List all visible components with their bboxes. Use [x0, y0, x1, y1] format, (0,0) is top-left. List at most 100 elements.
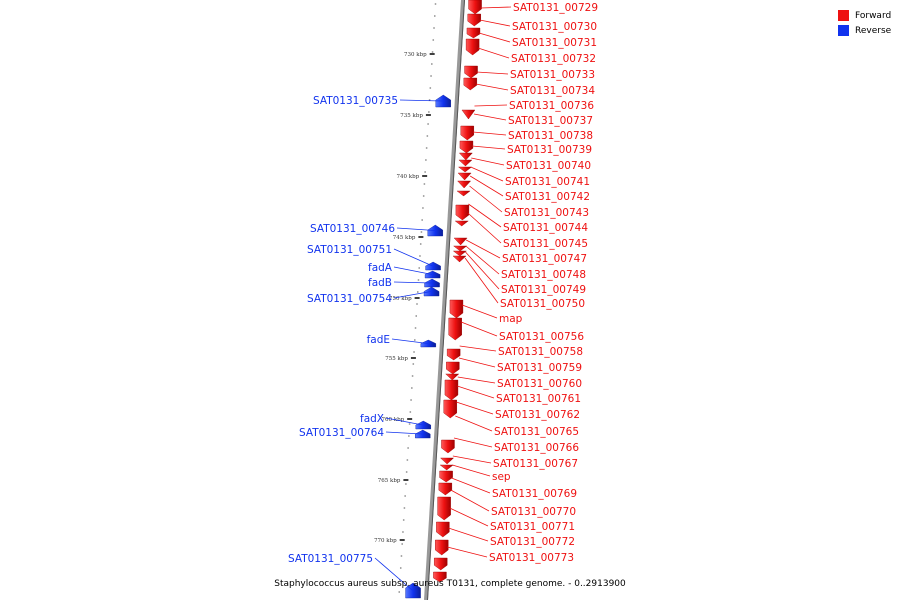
forward-leader-line	[457, 385, 495, 399]
forward-swatch	[838, 10, 849, 21]
reverse-leader-line	[374, 557, 413, 591]
forward-leader-line	[474, 104, 508, 107]
forward-gene-label[interactable]: SAT0131_00738	[508, 130, 593, 142]
forward-gene-label[interactable]: SAT0131_00750	[500, 298, 585, 310]
reverse-gene-label[interactable]: SAT0131_00764	[299, 427, 384, 439]
forward-gene-label[interactable]: SAT0131_00761	[496, 393, 581, 405]
forward-leader-line	[475, 83, 509, 91]
reverse-gene-label[interactable]: fadB	[368, 277, 392, 289]
forward-gene-label[interactable]: map	[499, 313, 523, 325]
forward-gene-label[interactable]: SAT0131_00729	[513, 2, 598, 14]
forward-gene-label[interactable]: SAT0131_00739	[507, 144, 592, 156]
forward-gene-label[interactable]: SAT0131_00732	[511, 53, 596, 65]
forward-gene-label[interactable]: SAT0131_00759	[497, 362, 582, 374]
reverse-swatch	[838, 25, 849, 36]
forward-gene-label[interactable]: SAT0131_00742	[505, 191, 590, 203]
forward-gene-label[interactable]: SAT0131_00756	[499, 331, 584, 343]
forward-leader-line	[476, 71, 509, 75]
forward-gene-label[interactable]: SAT0131_00730	[512, 21, 597, 33]
forward-gene-label[interactable]: SAT0131_00773	[489, 552, 574, 564]
reverse-gene-glyph	[424, 278, 440, 288]
reverse-leader-line	[393, 266, 433, 275]
forward-leader-line	[470, 166, 504, 182]
forward-gene-glyph	[449, 299, 464, 319]
forward-gene-label[interactable]: SAT0131_00734	[510, 85, 595, 97]
forward-gene-label[interactable]: SAT0131_00733	[510, 69, 595, 81]
forward-gene-label[interactable]: sep	[492, 471, 511, 483]
forward-gene-glyph	[445, 373, 460, 381]
forward-gene-label[interactable]: SAT0131_00744	[503, 222, 588, 234]
forward-leader-line	[466, 239, 501, 259]
forward-gene-glyph	[438, 482, 453, 496]
forward-gene-glyph	[440, 457, 455, 465]
forward-gene-glyph	[448, 317, 462, 341]
forward-gene-label[interactable]: SAT0131_00747	[502, 253, 587, 265]
forward-gene-label[interactable]: SAT0131_00740	[506, 160, 591, 172]
forward-gene-glyph	[458, 159, 473, 167]
reverse-gene-label[interactable]: fadX	[360, 413, 384, 425]
forward-gene-label[interactable]: SAT0131_00741	[505, 176, 590, 188]
forward-gene-glyph	[468, 0, 482, 15]
forward-gene-glyph	[464, 65, 478, 79]
forward-gene-label[interactable]: SAT0131_00760	[497, 378, 582, 390]
forward-gene-label[interactable]: SAT0131_00745	[503, 238, 588, 250]
forward-leader-line	[477, 47, 510, 59]
forward-gene-glyph	[437, 496, 451, 521]
forward-leader-line	[480, 6, 512, 9]
forward-gene-glyph	[446, 348, 461, 361]
reverse-gene-label[interactable]: SAT0131_00775	[288, 553, 373, 565]
forward-leader-line	[450, 489, 490, 512]
reverse-gene-label[interactable]: SAT0131_00735	[313, 95, 398, 107]
forward-gene-glyph	[457, 172, 472, 181]
forward-gene-label[interactable]: SAT0131_00743	[504, 207, 589, 219]
forward-gene-label[interactable]: SAT0131_00758	[498, 346, 583, 358]
forward-gene-label[interactable]: SAT0131_00762	[495, 409, 580, 421]
forward-gene-glyph	[461, 109, 476, 120]
forward-leader-line	[473, 113, 507, 121]
forward-gene-glyph	[439, 464, 454, 471]
forward-leader-line	[451, 477, 491, 494]
forward-gene-label[interactable]: SAT0131_00767	[493, 458, 578, 470]
forward-leader-line	[469, 185, 503, 213]
scale-tick-label: 770 kbp	[374, 538, 397, 544]
forward-gene-glyph	[444, 379, 459, 401]
forward-gene-label[interactable]: SAT0131_00770	[491, 506, 576, 518]
forward-gene-glyph	[454, 220, 469, 227]
forward-gene-label[interactable]: SAT0131_00736	[509, 100, 594, 112]
scale-tick-label: 745 kbp	[393, 235, 416, 241]
forward-gene-glyph	[435, 539, 449, 556]
reverse-gene-label[interactable]: fadE	[367, 334, 390, 346]
forward-gene-glyph	[458, 152, 473, 161]
reverse-gene-label[interactable]: SAT0131_00751	[307, 244, 392, 256]
legend: Forward Reverse	[838, 8, 891, 38]
forward-leader-line	[458, 357, 496, 368]
forward-gene-label[interactable]: SAT0131_00772	[490, 536, 575, 548]
reverse-gene-label[interactable]: SAT0131_00754	[307, 293, 392, 305]
forward-leader-line	[457, 376, 496, 384]
forward-gene-label[interactable]: SAT0131_00765	[494, 426, 579, 438]
reverse-leader-line	[399, 99, 443, 102]
forward-gene-glyph	[446, 361, 460, 375]
forward-gene-glyph	[457, 180, 472, 189]
forward-gene-label[interactable]: SAT0131_00737	[508, 115, 593, 127]
forward-gene-glyph	[466, 27, 481, 39]
genome-backbone	[424, 0, 465, 600]
scale-tick-label: 730 kbp	[404, 52, 427, 58]
scale-tick-label: 750 kbp	[389, 296, 412, 302]
forward-gene-glyph	[465, 38, 480, 56]
reverse-gene-label[interactable]: SAT0131_00746	[310, 223, 395, 235]
legend-reverse: Reverse	[838, 23, 891, 38]
forward-gene-label[interactable]: SAT0131_00748	[501, 269, 586, 281]
reverse-leader-line	[393, 281, 432, 284]
reverse-leader-line	[396, 227, 435, 231]
forward-gene-label[interactable]: SAT0131_00766	[494, 442, 579, 454]
forward-leader-line	[472, 131, 507, 136]
forward-leader-line	[460, 321, 498, 337]
forward-gene-label[interactable]: SAT0131_00731	[512, 37, 597, 49]
forward-gene-label[interactable]: SAT0131_00771	[490, 521, 575, 533]
reverse-gene-label[interactable]: fadA	[368, 262, 393, 274]
forward-leader-line	[478, 32, 511, 43]
forward-gene-label[interactable]: SAT0131_00769	[492, 488, 577, 500]
forward-gene-label[interactable]: SAT0131_00749	[501, 284, 586, 296]
